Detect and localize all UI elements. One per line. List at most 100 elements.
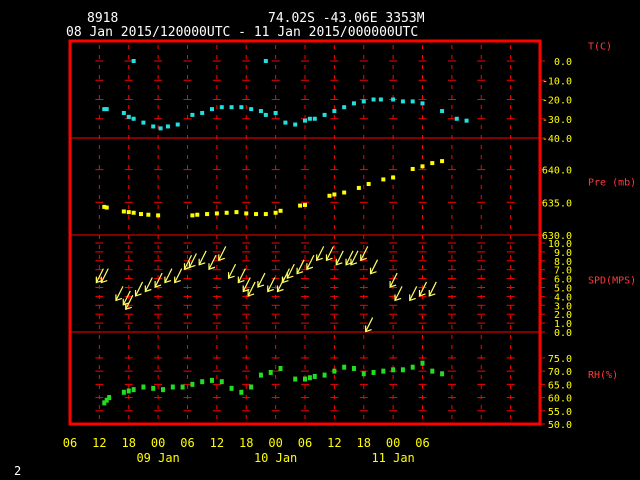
wind-arrow bbox=[389, 272, 398, 288]
temperature-point bbox=[258, 109, 263, 114]
temperature-point bbox=[322, 112, 327, 117]
humidity-point bbox=[239, 389, 244, 395]
pressure-point bbox=[190, 213, 195, 218]
marks-layer bbox=[95, 59, 469, 406]
pressure-point bbox=[391, 175, 396, 180]
wind-arrow-shaft bbox=[409, 286, 418, 301]
temperature-point bbox=[209, 107, 214, 112]
y-tick-label: 1.0 bbox=[554, 319, 572, 330]
y-tick-label: 70.0 bbox=[548, 367, 572, 378]
wind-arrow-head bbox=[183, 263, 191, 271]
humidity-point bbox=[440, 371, 445, 377]
wind-arrow-head bbox=[360, 254, 367, 262]
wind-arrow-head bbox=[428, 289, 436, 297]
wind-arrow-head bbox=[350, 258, 358, 266]
wind-arrow-head bbox=[188, 261, 196, 269]
wind-arrow-head bbox=[286, 272, 294, 279]
humidity-point bbox=[410, 364, 415, 370]
humidity-point bbox=[400, 367, 405, 373]
wind-arrow bbox=[428, 281, 437, 297]
temperature-point bbox=[464, 118, 469, 123]
temperature-point bbox=[131, 59, 136, 63]
pressure-point bbox=[234, 210, 239, 215]
y-tick-label: 9.0 bbox=[554, 248, 572, 259]
temperature-point bbox=[303, 118, 307, 123]
humidity-point bbox=[268, 369, 273, 375]
x-tick-label: 06 bbox=[63, 436, 77, 450]
y-tick-label: -10.0 bbox=[542, 76, 572, 87]
x-tick-label: 00 bbox=[151, 436, 165, 450]
wind-arrow bbox=[345, 250, 354, 266]
wind-arrow-head bbox=[369, 267, 377, 275]
pressure-point bbox=[263, 212, 268, 217]
wind-arrow-shaft bbox=[198, 250, 207, 266]
wind-arrow-head bbox=[267, 285, 274, 293]
pressure-point bbox=[121, 209, 126, 214]
wind-arrow-shaft bbox=[394, 286, 403, 301]
wind-arrow bbox=[144, 277, 153, 293]
wind-arrow bbox=[409, 286, 418, 302]
humidity-point bbox=[141, 384, 146, 390]
wind-arrow-shaft bbox=[144, 277, 153, 292]
humidity-point bbox=[322, 372, 327, 378]
temperature-point bbox=[351, 101, 356, 106]
wind-arrow-shaft bbox=[360, 246, 369, 261]
wind-arrow-shaft bbox=[237, 268, 246, 283]
wind-arrow-head bbox=[144, 285, 152, 293]
humidity-point bbox=[200, 379, 205, 385]
wind-arrow bbox=[242, 277, 251, 293]
station-id: 8918 bbox=[87, 11, 118, 26]
y-tick-label: 8.0 bbox=[554, 257, 572, 268]
wind-arrow bbox=[95, 268, 104, 284]
temperature-point bbox=[332, 109, 337, 114]
pressure-point bbox=[104, 205, 109, 210]
wind-arrow-shaft bbox=[267, 277, 276, 292]
wind-arrow-shaft bbox=[316, 246, 325, 261]
x-tick-label: 12 bbox=[210, 436, 224, 450]
wind-arrow bbox=[286, 263, 295, 279]
temperature-point bbox=[102, 107, 107, 112]
wind-arrow bbox=[394, 286, 403, 302]
temperature-point bbox=[378, 97, 383, 102]
humidity-point bbox=[190, 381, 195, 387]
pressure-point bbox=[146, 212, 151, 217]
wind-arrow-shaft bbox=[345, 250, 354, 266]
humidity-point bbox=[209, 377, 214, 383]
y-tick-label: 0.0 bbox=[554, 328, 572, 339]
wind-arrow bbox=[418, 281, 428, 297]
wind-arrow-shaft bbox=[350, 250, 359, 266]
wind-arrow-shaft bbox=[286, 263, 295, 279]
wind-arrow-shaft bbox=[281, 268, 290, 283]
y-tick-label: 2.0 bbox=[554, 310, 572, 321]
temperature-point bbox=[175, 122, 180, 127]
wind-arrow-shaft bbox=[306, 254, 315, 270]
grid-layer bbox=[95, 45, 515, 425]
panel-label: T(C) bbox=[588, 42, 612, 53]
temperature-point bbox=[391, 97, 396, 102]
wind-arrow-head bbox=[198, 258, 206, 266]
pressure-point bbox=[327, 193, 332, 198]
y-tick-label: 7.0 bbox=[554, 266, 572, 277]
wind-arrow bbox=[365, 317, 374, 333]
time-range: 08 Jan 2015/120000UTC - 11 Jan 2015/0000… bbox=[66, 25, 418, 40]
x-tick-label: 06 bbox=[298, 436, 312, 450]
wind-arrow-shaft bbox=[218, 246, 227, 261]
wind-arrow-shaft bbox=[122, 290, 131, 306]
wind-arrow bbox=[350, 250, 359, 266]
humidity-point bbox=[180, 384, 185, 390]
wind-arrow-shaft bbox=[335, 250, 344, 266]
humidity-point bbox=[361, 371, 366, 377]
humidity-point bbox=[351, 366, 356, 371]
wind-arrow-head bbox=[418, 289, 426, 297]
wind-arrow-shaft bbox=[428, 281, 437, 297]
x-tick-label: 06 bbox=[415, 436, 429, 450]
wind-arrow-shaft bbox=[247, 281, 256, 297]
wind-arrow-shaft bbox=[154, 272, 163, 288]
temperature-point bbox=[158, 126, 163, 131]
pressure-point bbox=[440, 159, 445, 164]
wind-arrow-shaft bbox=[370, 259, 379, 274]
pressure-point bbox=[224, 210, 229, 215]
wind-arrow-head bbox=[394, 294, 402, 302]
pressure-point bbox=[254, 212, 259, 217]
wind-arrow-shaft bbox=[125, 295, 134, 310]
